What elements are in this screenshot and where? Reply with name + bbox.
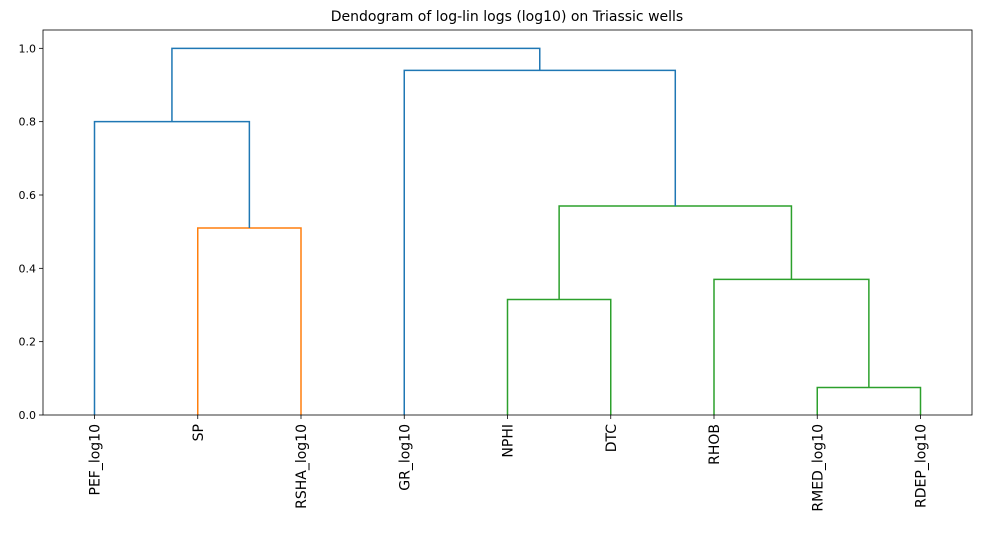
plot-frame — [42, 29, 973, 416]
x-axis: PEF_log10 SP RSHA_log10 GR_log10 NPHI DTC RHOB… — [88, 415, 930, 512]
y-tick-label: 0.8 — [19, 116, 37, 129]
dendrogram-link — [403, 69, 677, 415]
y-tick-label: 0.4 — [19, 262, 37, 275]
y-tick-label: 1.0 — [19, 42, 37, 55]
dendrogram-link — [197, 227, 302, 415]
dendrogram-link — [558, 205, 793, 300]
y-tick-label: 0.6 — [19, 189, 37, 202]
leaf-label: RMED_log10 — [810, 424, 826, 512]
leaf-label: RHOB — [707, 424, 723, 465]
plot-area — [93, 47, 922, 415]
leaf-label: PEF_log10 — [88, 424, 104, 496]
leaf-label: NPHI — [501, 424, 517, 458]
leaf-label: SP — [191, 424, 207, 441]
dendrogram-link — [506, 298, 612, 415]
leaf-label: RDEP_log10 — [914, 424, 930, 508]
leaf-label: DTC — [604, 424, 620, 453]
dendrogram-link — [816, 386, 922, 415]
dendrogram-link — [93, 120, 251, 415]
dendrogram-link — [171, 47, 541, 122]
leaf-label: RSHA_log10 — [294, 424, 310, 509]
y-tick-label: 0.0 — [19, 409, 37, 422]
y-axis: 0.0 0.2 0.4 0.6 0.8 1.0 — [19, 42, 43, 422]
dendrogram-link — [713, 278, 870, 415]
chart-title: Dendogram of log-lin logs (log10) on Tri… — [331, 9, 683, 25]
leaf-label: GR_log10 — [397, 424, 413, 491]
y-tick-label: 0.2 — [19, 336, 37, 349]
